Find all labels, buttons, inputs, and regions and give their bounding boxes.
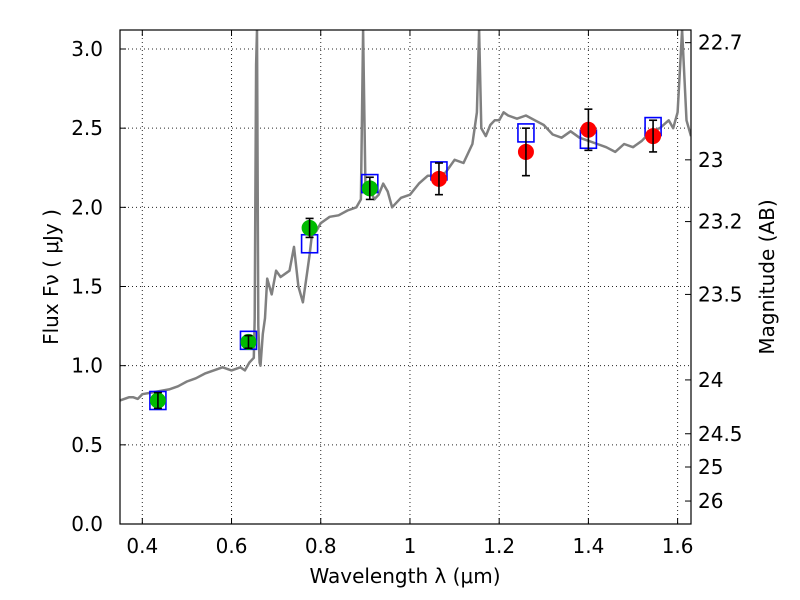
x-tick-label: 0.4	[126, 534, 158, 558]
right-axis-title: Magnitude (AB)	[755, 199, 779, 354]
y-tick-label: 2.5	[71, 116, 103, 140]
template-spectrum	[120, 30, 691, 402]
right-tick-label: 23	[698, 148, 723, 172]
x-tick-label: 0.8	[305, 534, 337, 558]
x-tick-label: 1.2	[483, 534, 515, 558]
right-tick-label: 24.5	[698, 422, 743, 446]
axis-ticks: 0.4 0.6 0.8 1 1.2 1.4 1.6 0.0 0.5 1.0 1.5 2.0 2.5 3.0…	[71, 30, 743, 558]
y-tick-label: 0.0	[71, 512, 103, 536]
x-tick-label: 1.4	[572, 534, 604, 558]
x-axis-title: Wavelength λ (μm)	[309, 564, 500, 588]
y-tick-label: 3.0	[71, 37, 103, 61]
x-tick-label: 1	[404, 534, 417, 558]
plot-frame	[119, 29, 692, 525]
y-tick-label: 1.5	[71, 275, 103, 299]
observed-photometry	[149, 108, 662, 410]
right-tick-label: 23.5	[698, 282, 743, 306]
x-tick-label: 1.6	[662, 534, 694, 558]
template-spectrum-line	[120, 30, 691, 402]
y-axis-title: Flux Fν ( μJy )	[39, 209, 63, 345]
right-tick-label: 23.2	[698, 210, 743, 234]
y-tick-label: 0.5	[71, 433, 103, 457]
x-tick-label: 0.6	[216, 534, 248, 558]
right-tick-label: 22.7	[698, 31, 743, 55]
y-tick-label: 2.0	[71, 195, 103, 219]
right-tick-label: 24	[698, 368, 723, 392]
right-tick-label: 26	[698, 489, 723, 513]
right-tick-label: 25	[698, 455, 723, 479]
y-tick-label: 1.0	[71, 354, 103, 378]
